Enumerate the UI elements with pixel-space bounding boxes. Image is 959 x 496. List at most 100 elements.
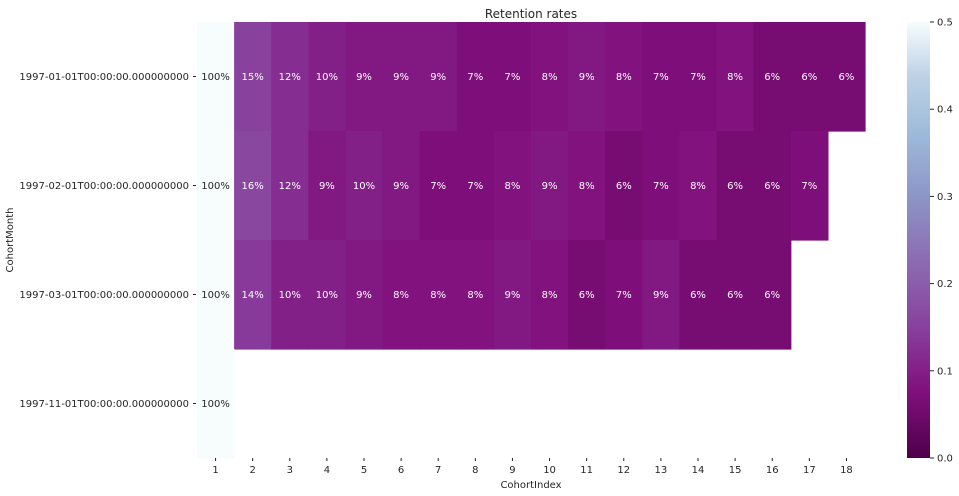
chart-title: Retention rates — [485, 7, 577, 21]
heatmap-cell — [456, 22, 495, 132]
heatmap-cell — [234, 131, 272, 241]
heatmap-cell-label: 6% — [616, 181, 632, 192]
x-tick-label: 18 — [840, 465, 853, 476]
heatmap-cell — [642, 22, 681, 132]
heatmap-cell-label: 10% — [316, 290, 338, 301]
heatmap-cell-label: 6% — [839, 72, 855, 83]
heatmap-cell — [493, 131, 532, 241]
heatmap-cell-label: 9% — [356, 290, 372, 301]
heatmap-cell — [493, 240, 532, 350]
heatmap-cell — [568, 22, 606, 132]
heatmap-cell — [642, 131, 681, 241]
heatmap-cell — [790, 131, 829, 241]
heatmap-cell — [308, 240, 347, 350]
heatmap-cell-label: 7% — [690, 72, 706, 83]
heatmap-cell — [456, 131, 495, 241]
heatmap-cell-label: 6% — [764, 181, 780, 192]
heatmap-cell-label: 6% — [579, 290, 595, 301]
heatmap-cell — [605, 131, 643, 241]
heatmap-cell — [382, 22, 421, 132]
heatmap-cell-label: 6% — [727, 290, 743, 301]
heatmap-cell — [679, 131, 718, 241]
heatmap-cell-label: 10% — [316, 72, 338, 83]
heatmap-cell — [197, 240, 235, 350]
heatmap-cell-label: 7% — [467, 72, 483, 83]
heatmap-cell-label: 7% — [653, 72, 669, 83]
y-tick-label: 1997-03-01T00:00:00.000000000 — [19, 290, 189, 301]
heatmap-cell-label: 14% — [242, 290, 264, 301]
heatmap-cell — [531, 131, 569, 241]
heatmap-cell — [531, 22, 569, 132]
heatmap-cell-label: 100% — [201, 290, 230, 301]
heatmap-cell — [716, 131, 755, 241]
heatmap-cell — [345, 240, 384, 350]
heatmap-cell-label: 7% — [801, 181, 817, 192]
heatmap-cell-label: 6% — [727, 181, 743, 192]
colorbar-tick-label: 0.5 — [937, 18, 953, 29]
x-axis: 1 2 3 4 5 6 7 8 9 10 11 12 13 14 15 16 17 18 — [212, 458, 853, 476]
heatmap-cell-label: 9% — [430, 72, 446, 83]
heatmap-cell-label: 100% — [201, 399, 230, 410]
heatmap-cell-label: 7% — [616, 290, 632, 301]
colorbar-gradient — [907, 22, 930, 458]
heatmap-cell — [531, 240, 569, 350]
heatmap-cell — [234, 240, 272, 350]
heatmap-cell-label: 12% — [279, 181, 301, 192]
heatmap-cell — [197, 22, 235, 132]
heatmap-cell-label: 7% — [467, 181, 483, 192]
heatmap-cell — [345, 131, 384, 241]
heatmap-cell-label: 8% — [505, 181, 521, 192]
x-tick-label: 8 — [472, 465, 478, 476]
x-tick-label: 17 — [803, 465, 816, 476]
heatmap-cell-label: 9% — [579, 72, 595, 83]
x-tick-label: 7 — [435, 465, 441, 476]
y-tick-label: 1997-11-01T00:00:00.000000000 — [19, 399, 189, 410]
heatmap-cell — [419, 22, 458, 132]
heatmap-cell — [753, 131, 792, 241]
heatmap-cell — [605, 240, 643, 350]
heatmap-cell-label: 6% — [764, 290, 780, 301]
heatmap-cell — [568, 131, 606, 241]
heatmap-cell — [493, 22, 532, 132]
colorbar-tick-label: 0.4 — [937, 105, 953, 116]
heatmap-cell-label: 8% — [690, 181, 706, 192]
heatmap-cell — [716, 240, 755, 350]
heatmap-cell — [568, 240, 606, 350]
x-tick-label: 16 — [766, 465, 779, 476]
heatmap-cell — [271, 22, 309, 132]
colorbar — [907, 22, 930, 458]
heatmap-cell-label: 6% — [801, 72, 817, 83]
heatmap-cell — [308, 131, 347, 241]
heatmap-cell-label: 9% — [542, 181, 558, 192]
colorbar-tick-label: 0.1 — [937, 366, 953, 377]
heatmap-cell-label: 8% — [430, 290, 446, 301]
heatmap-cell — [197, 349, 235, 459]
heatmap-cell — [679, 240, 718, 350]
heatmap-cell-label: 9% — [393, 181, 409, 192]
x-tick-label: 3 — [287, 465, 293, 476]
heatmap-cell-label: 8% — [467, 290, 483, 301]
x-axis-label: CohortIndex — [500, 480, 561, 491]
heatmap-cell — [345, 22, 384, 132]
x-tick-label: 15 — [729, 465, 742, 476]
heatmap-cell-label: 9% — [319, 181, 335, 192]
heatmap-cell — [271, 240, 309, 350]
heatmap-cell-label: 7% — [653, 181, 669, 192]
x-tick-label: 6 — [398, 465, 404, 476]
x-tick-label: 13 — [655, 465, 668, 476]
heatmap-cell — [308, 22, 347, 132]
heatmap-cell-labels: 100% 15% 12% 10% 9% 9% 9% 7% 7% 8% 9% 8% 7% 7% 8% 6% 6% 6… — [201, 72, 854, 410]
heatmap-cell-label: 9% — [393, 72, 409, 83]
x-tick-label: 12 — [617, 465, 630, 476]
heatmap-cell-label: 9% — [653, 290, 669, 301]
heatmap-cell — [197, 131, 235, 241]
colorbar-tick-label: 0.0 — [937, 454, 953, 465]
heatmap-cell-label: 8% — [727, 72, 743, 83]
x-tick-label: 9 — [509, 465, 515, 476]
heatmap-cell-label: 8% — [616, 72, 632, 83]
heatmap-cell — [827, 22, 866, 132]
heatmap-cell — [456, 240, 495, 350]
heatmap-cell — [234, 22, 272, 132]
x-tick-label: 14 — [692, 465, 705, 476]
x-tick-label: 2 — [249, 465, 255, 476]
